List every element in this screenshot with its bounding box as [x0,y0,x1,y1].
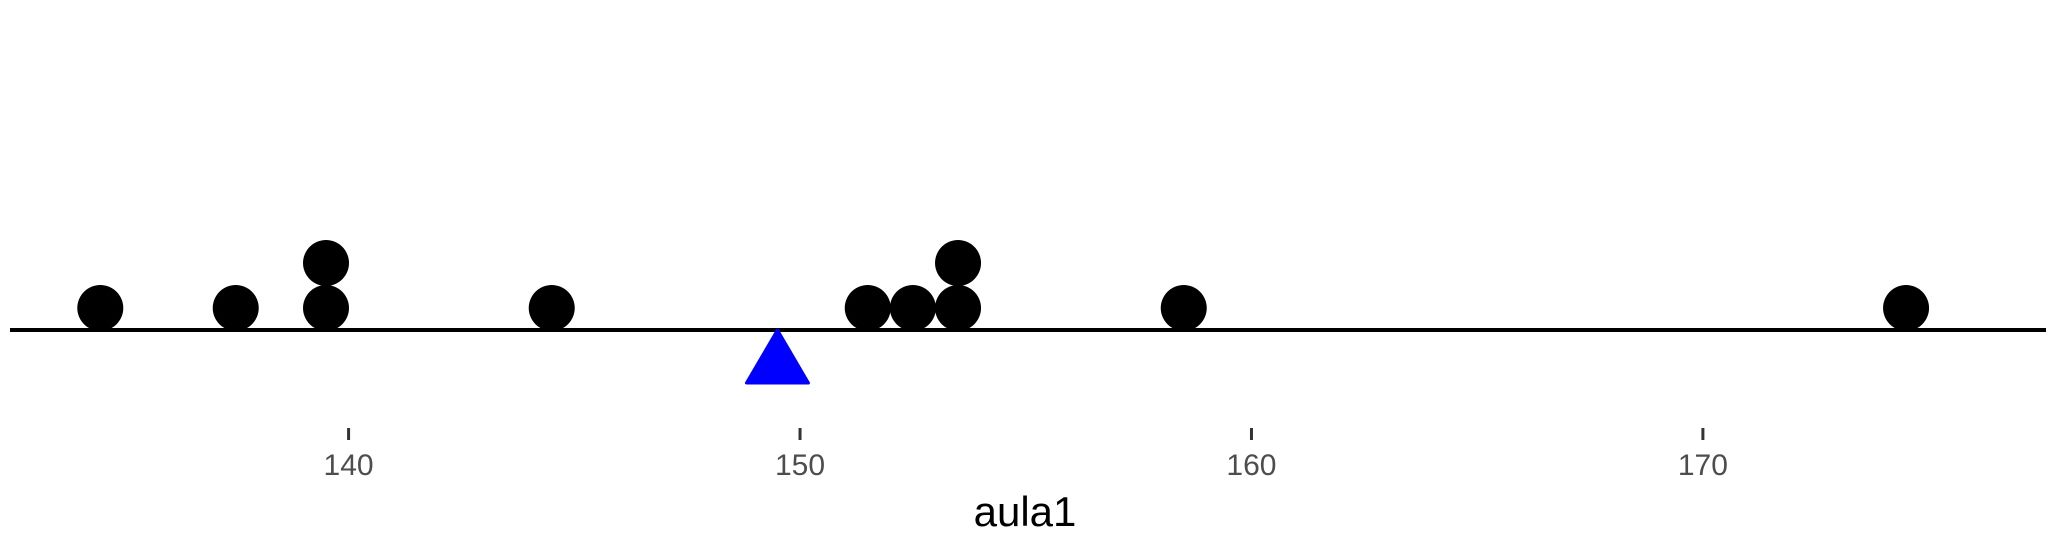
data-point-7 [889,285,936,331]
data-point-4 [303,240,350,286]
mean-marker [744,328,810,385]
data-point-9 [935,240,982,286]
data-point-5 [528,285,575,331]
data-point-1 [77,285,124,331]
data-point-8 [935,285,982,331]
x-tick-label-160: 160 [1226,449,1276,482]
x-tick-label-170: 170 [1678,449,1728,482]
data-point-10 [1160,285,1207,331]
x-tick-label-150: 150 [775,449,825,482]
data-point-3 [303,285,350,331]
data-points [77,240,1930,331]
x-tick-label-140: 140 [324,449,374,482]
data-point-2 [212,285,259,331]
data-point-6 [844,285,891,331]
x-axis-title: aula1 [974,488,1077,535]
x-axis-ticks: 140 150 160 170 [324,428,1728,482]
data-point-11 [1883,285,1930,331]
